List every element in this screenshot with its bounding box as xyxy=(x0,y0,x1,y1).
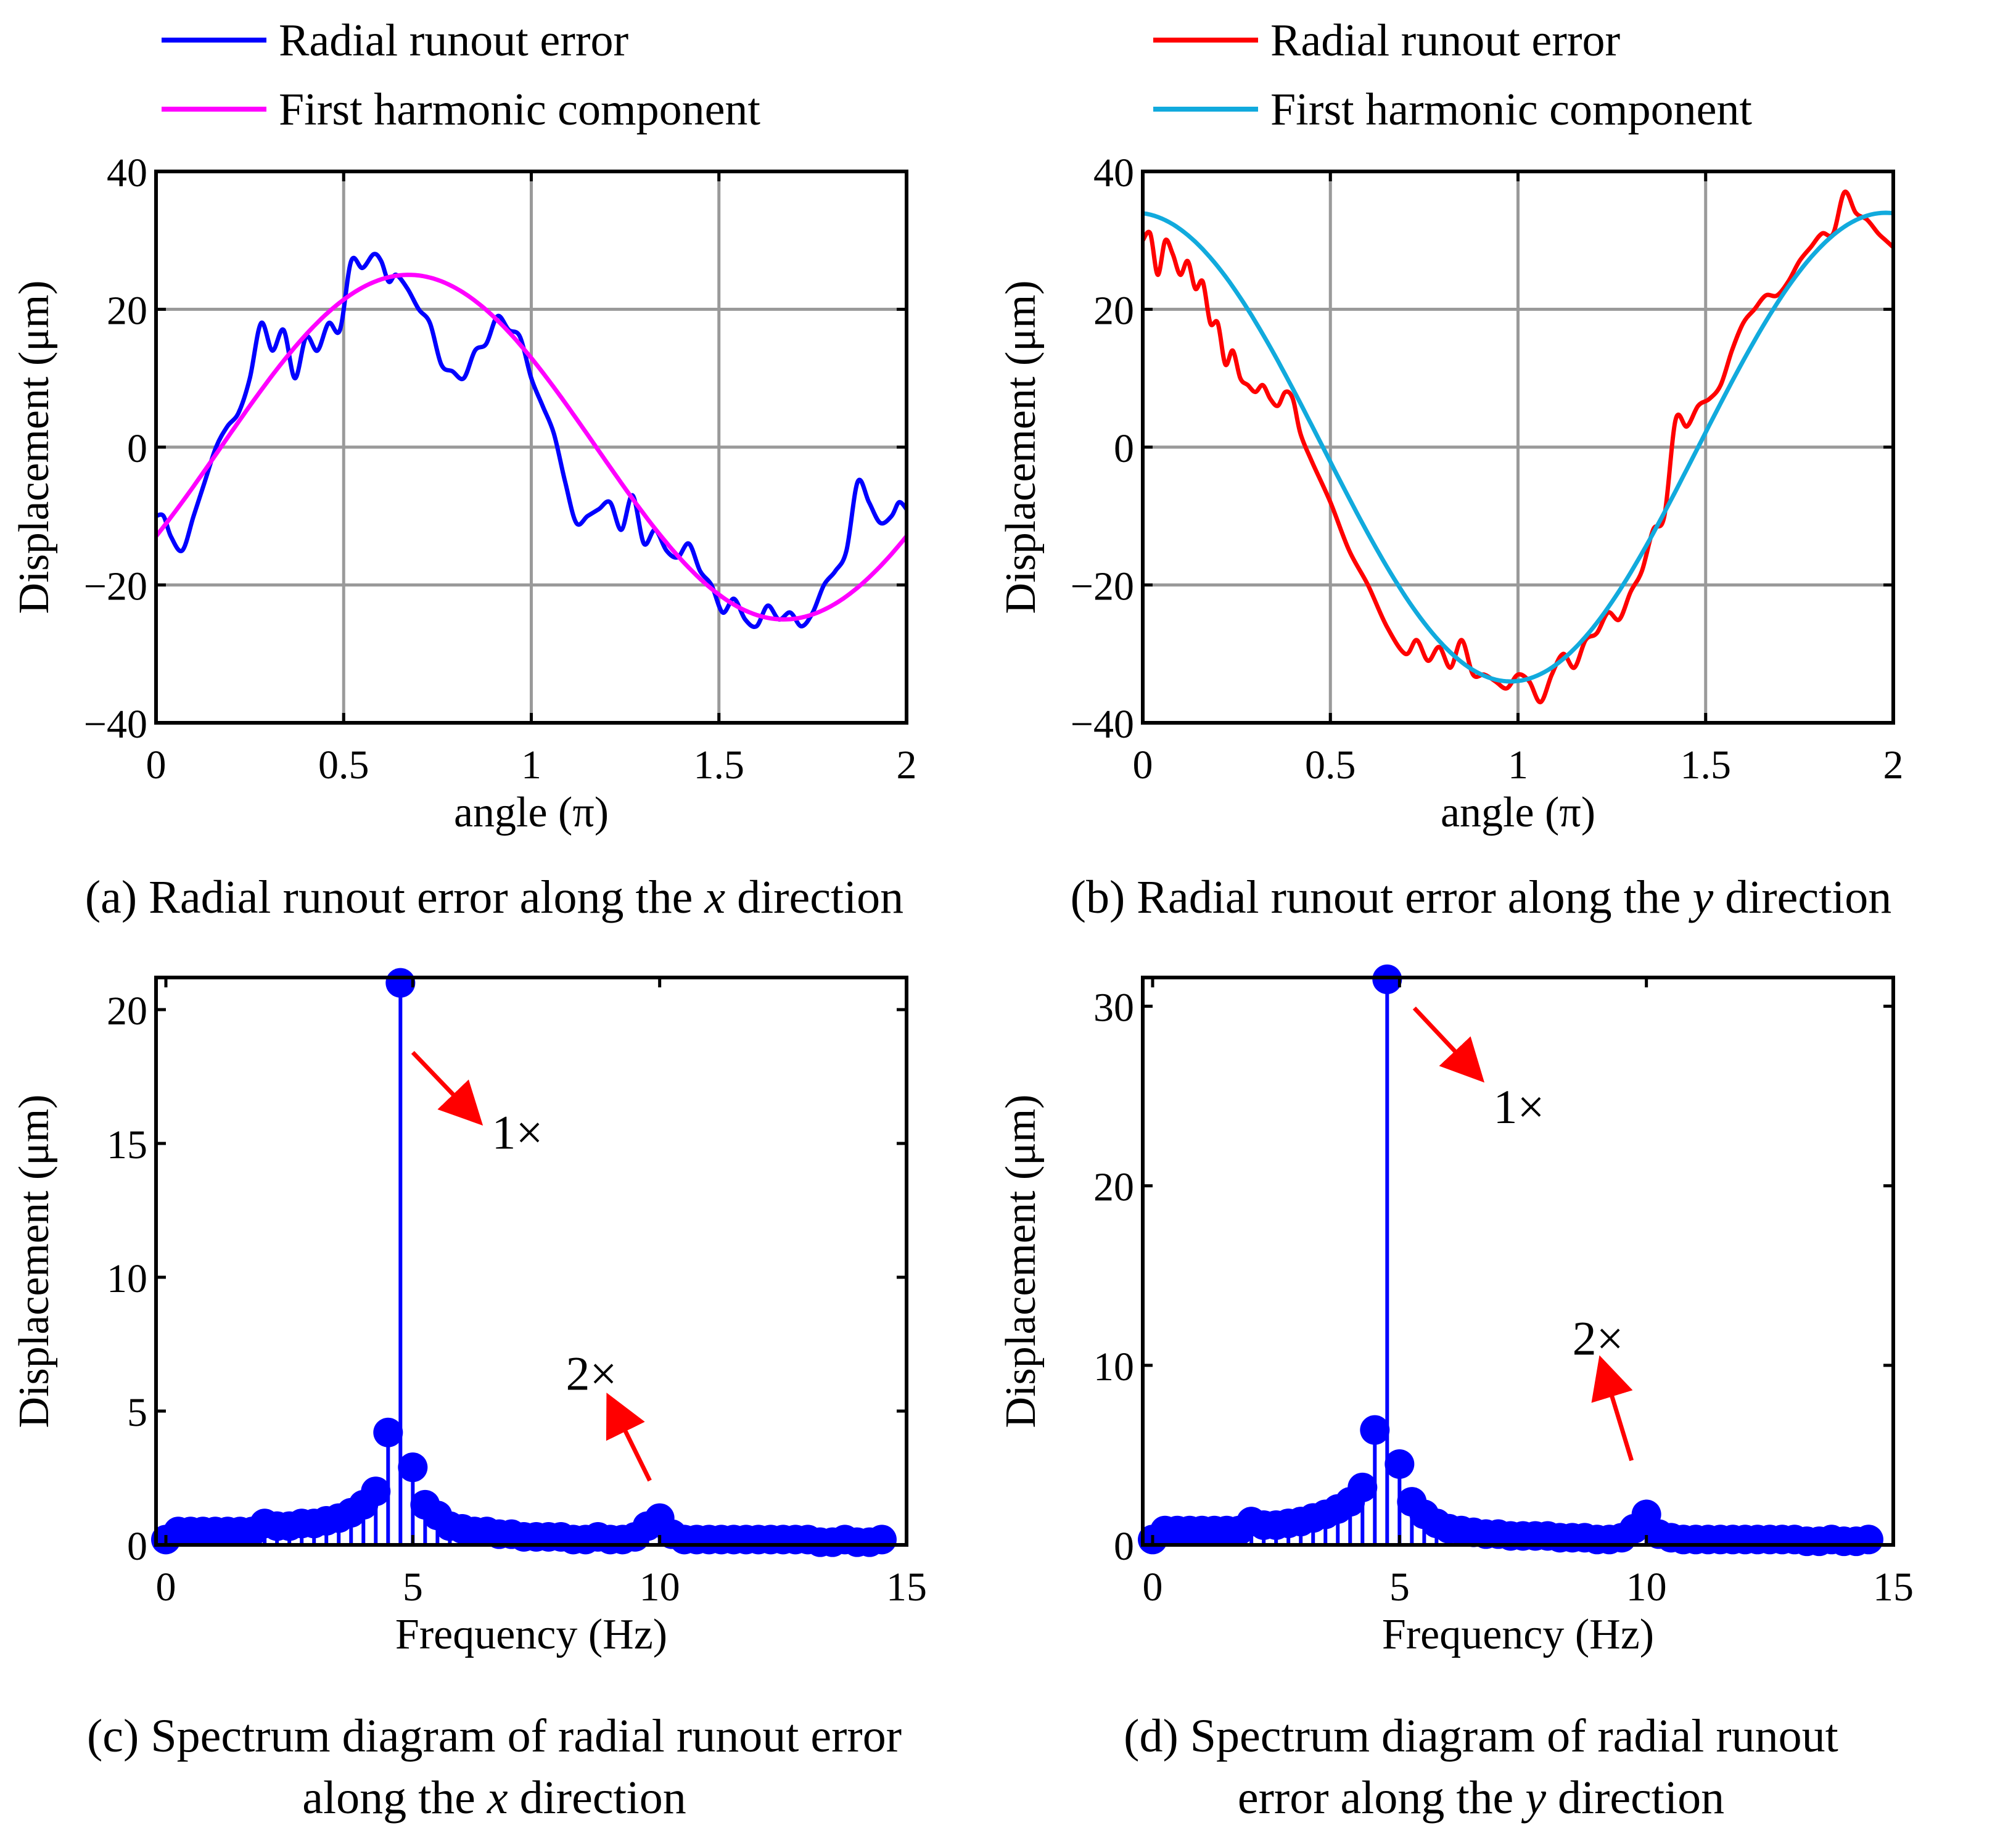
y-tick-label: 20 xyxy=(107,989,147,1034)
caption-text: (a) Radial runout error along the xyxy=(85,871,705,923)
legend-label: First harmonic component xyxy=(279,84,760,135)
x-tick-label: 10 xyxy=(640,1565,680,1610)
caption-text: along the xyxy=(302,1772,487,1824)
x-tick-label: 0.5 xyxy=(318,743,369,788)
y-tick-label: 20 xyxy=(107,289,147,334)
caption-text: direction xyxy=(508,1772,686,1824)
y-tick-label: −40 xyxy=(1071,702,1134,747)
stem-marker xyxy=(361,1476,391,1507)
caption-text: direction xyxy=(1546,1772,1724,1824)
annotation-label: 1× xyxy=(492,1106,543,1159)
stem-marker xyxy=(1853,1525,1883,1555)
x-tick-label: 5 xyxy=(1389,1565,1410,1610)
y-tick-label: 0 xyxy=(127,426,147,471)
stem-marker xyxy=(866,1525,897,1555)
x-tick-label: 1.5 xyxy=(694,743,745,788)
x-axis-label: angle (π) xyxy=(454,789,609,836)
x-axis-label: Frequency (Hz) xyxy=(395,1611,667,1658)
y-tick-label: 0 xyxy=(1114,426,1134,471)
caption-line-2: error along the y direction xyxy=(1238,1772,1724,1824)
y-tick-label: 30 xyxy=(1093,986,1134,1031)
caption-line-1: (d) Spectrum diagram of radial runout xyxy=(1124,1710,1838,1762)
y-tick-label: 20 xyxy=(1093,1165,1134,1210)
caption-line-2: along the x direction xyxy=(302,1772,686,1824)
series-line-harmonic xyxy=(156,273,907,622)
x-tick-label: 15 xyxy=(1873,1565,1914,1610)
y-tick-label: 10 xyxy=(107,1256,147,1301)
panel-a: Radial runout error First harmonic compon… xyxy=(10,15,917,923)
x-tick-label: 0 xyxy=(1133,743,1153,788)
caption-text: direction xyxy=(725,871,903,923)
y-tick-label: 20 xyxy=(1093,289,1134,334)
caption-text: direction xyxy=(1713,871,1891,923)
x-axis-label: angle (π) xyxy=(1441,789,1595,836)
caption-variable: x xyxy=(704,871,725,923)
x-tick-label: 0 xyxy=(146,743,167,788)
x-tick-label: 5 xyxy=(403,1565,423,1610)
axes-frame xyxy=(1141,976,1895,1547)
y-tick-label: 5 xyxy=(127,1390,147,1435)
y-tick-label: 0 xyxy=(1114,1524,1134,1569)
x-tick-label: 2 xyxy=(1883,743,1904,788)
stem-marker xyxy=(1384,1449,1415,1479)
caption: (b) Radial runout error along the y dire… xyxy=(1071,871,1892,923)
series-line-harmonic xyxy=(1143,210,1893,684)
caption-variable: y xyxy=(1688,871,1713,923)
stem-marker xyxy=(1347,1472,1378,1502)
annotation-arrow xyxy=(1412,1006,1485,1083)
y-tick-label: 0 xyxy=(127,1524,147,1569)
annotation-arrow xyxy=(1591,1355,1634,1462)
panel-d: 1× 2× 0 5 10 15 0 10 20 30 Frequency (Hz) Displacem… xyxy=(997,964,1914,1824)
legend-label: Radial runout error xyxy=(1270,15,1620,66)
y-tick-label: 15 xyxy=(107,1122,147,1167)
stem-marker xyxy=(385,968,416,998)
panel-c: 1× 2× 0 5 10 15 0 5 10 15 20 Frequency (Hz) Displace… xyxy=(10,968,927,1824)
stem-marker xyxy=(373,1417,403,1447)
caption-text: error along the xyxy=(1238,1772,1525,1824)
y-tick-label: −20 xyxy=(84,564,147,609)
x-tick-label: 2 xyxy=(897,743,917,788)
y-axis-label: Displacement (μm) xyxy=(997,1095,1045,1428)
y-tick-label: 40 xyxy=(1093,150,1134,196)
annotation-label: 2× xyxy=(566,1346,617,1400)
x-tick-label: 1 xyxy=(521,743,541,788)
y-tick-label: −20 xyxy=(1071,564,1134,609)
annotation-arrow xyxy=(411,1051,483,1126)
stem-marker xyxy=(398,1452,428,1483)
annotation-label: 2× xyxy=(1573,1311,1624,1365)
x-tick-label: 0 xyxy=(1143,1565,1163,1610)
legend-label: First harmonic component xyxy=(1270,84,1752,135)
y-axis-label: Displacement (μm) xyxy=(997,281,1045,614)
x-axis-label: Frequency (Hz) xyxy=(1382,1611,1654,1658)
y-axis-label: Displacement (μm) xyxy=(10,1095,58,1428)
annotation-label: 1× xyxy=(1493,1080,1544,1134)
caption: (a) Radial runout error along the x dire… xyxy=(85,871,903,923)
x-tick-label: 1.5 xyxy=(1681,743,1732,788)
annotation-arrow xyxy=(606,1393,652,1482)
x-tick-label: 10 xyxy=(1626,1565,1667,1610)
stem-marker xyxy=(1360,1415,1390,1445)
caption-variable: y xyxy=(1521,1772,1546,1824)
y-tick-label: 10 xyxy=(1093,1344,1134,1389)
caption-variable: x xyxy=(487,1772,508,1824)
x-tick-label: 15 xyxy=(886,1565,927,1610)
legend-label: Radial runout error xyxy=(279,15,628,66)
axes-frame xyxy=(154,976,908,1547)
y-tick-label: −40 xyxy=(84,702,147,747)
x-tick-label: 0.5 xyxy=(1305,743,1356,788)
x-tick-label: 1 xyxy=(1508,743,1528,788)
panel-b: Radial runout error First harmonic compon… xyxy=(997,15,1904,923)
series-line-runout xyxy=(1143,189,1893,704)
y-axis-label: Displacement (μm) xyxy=(10,281,58,614)
caption-text: (b) Radial runout error along the xyxy=(1071,871,1693,923)
x-tick-label: 0 xyxy=(156,1565,176,1610)
caption-line-1: (c) Spectrum diagram of radial runout er… xyxy=(87,1710,902,1762)
y-tick-label: 40 xyxy=(107,150,147,196)
